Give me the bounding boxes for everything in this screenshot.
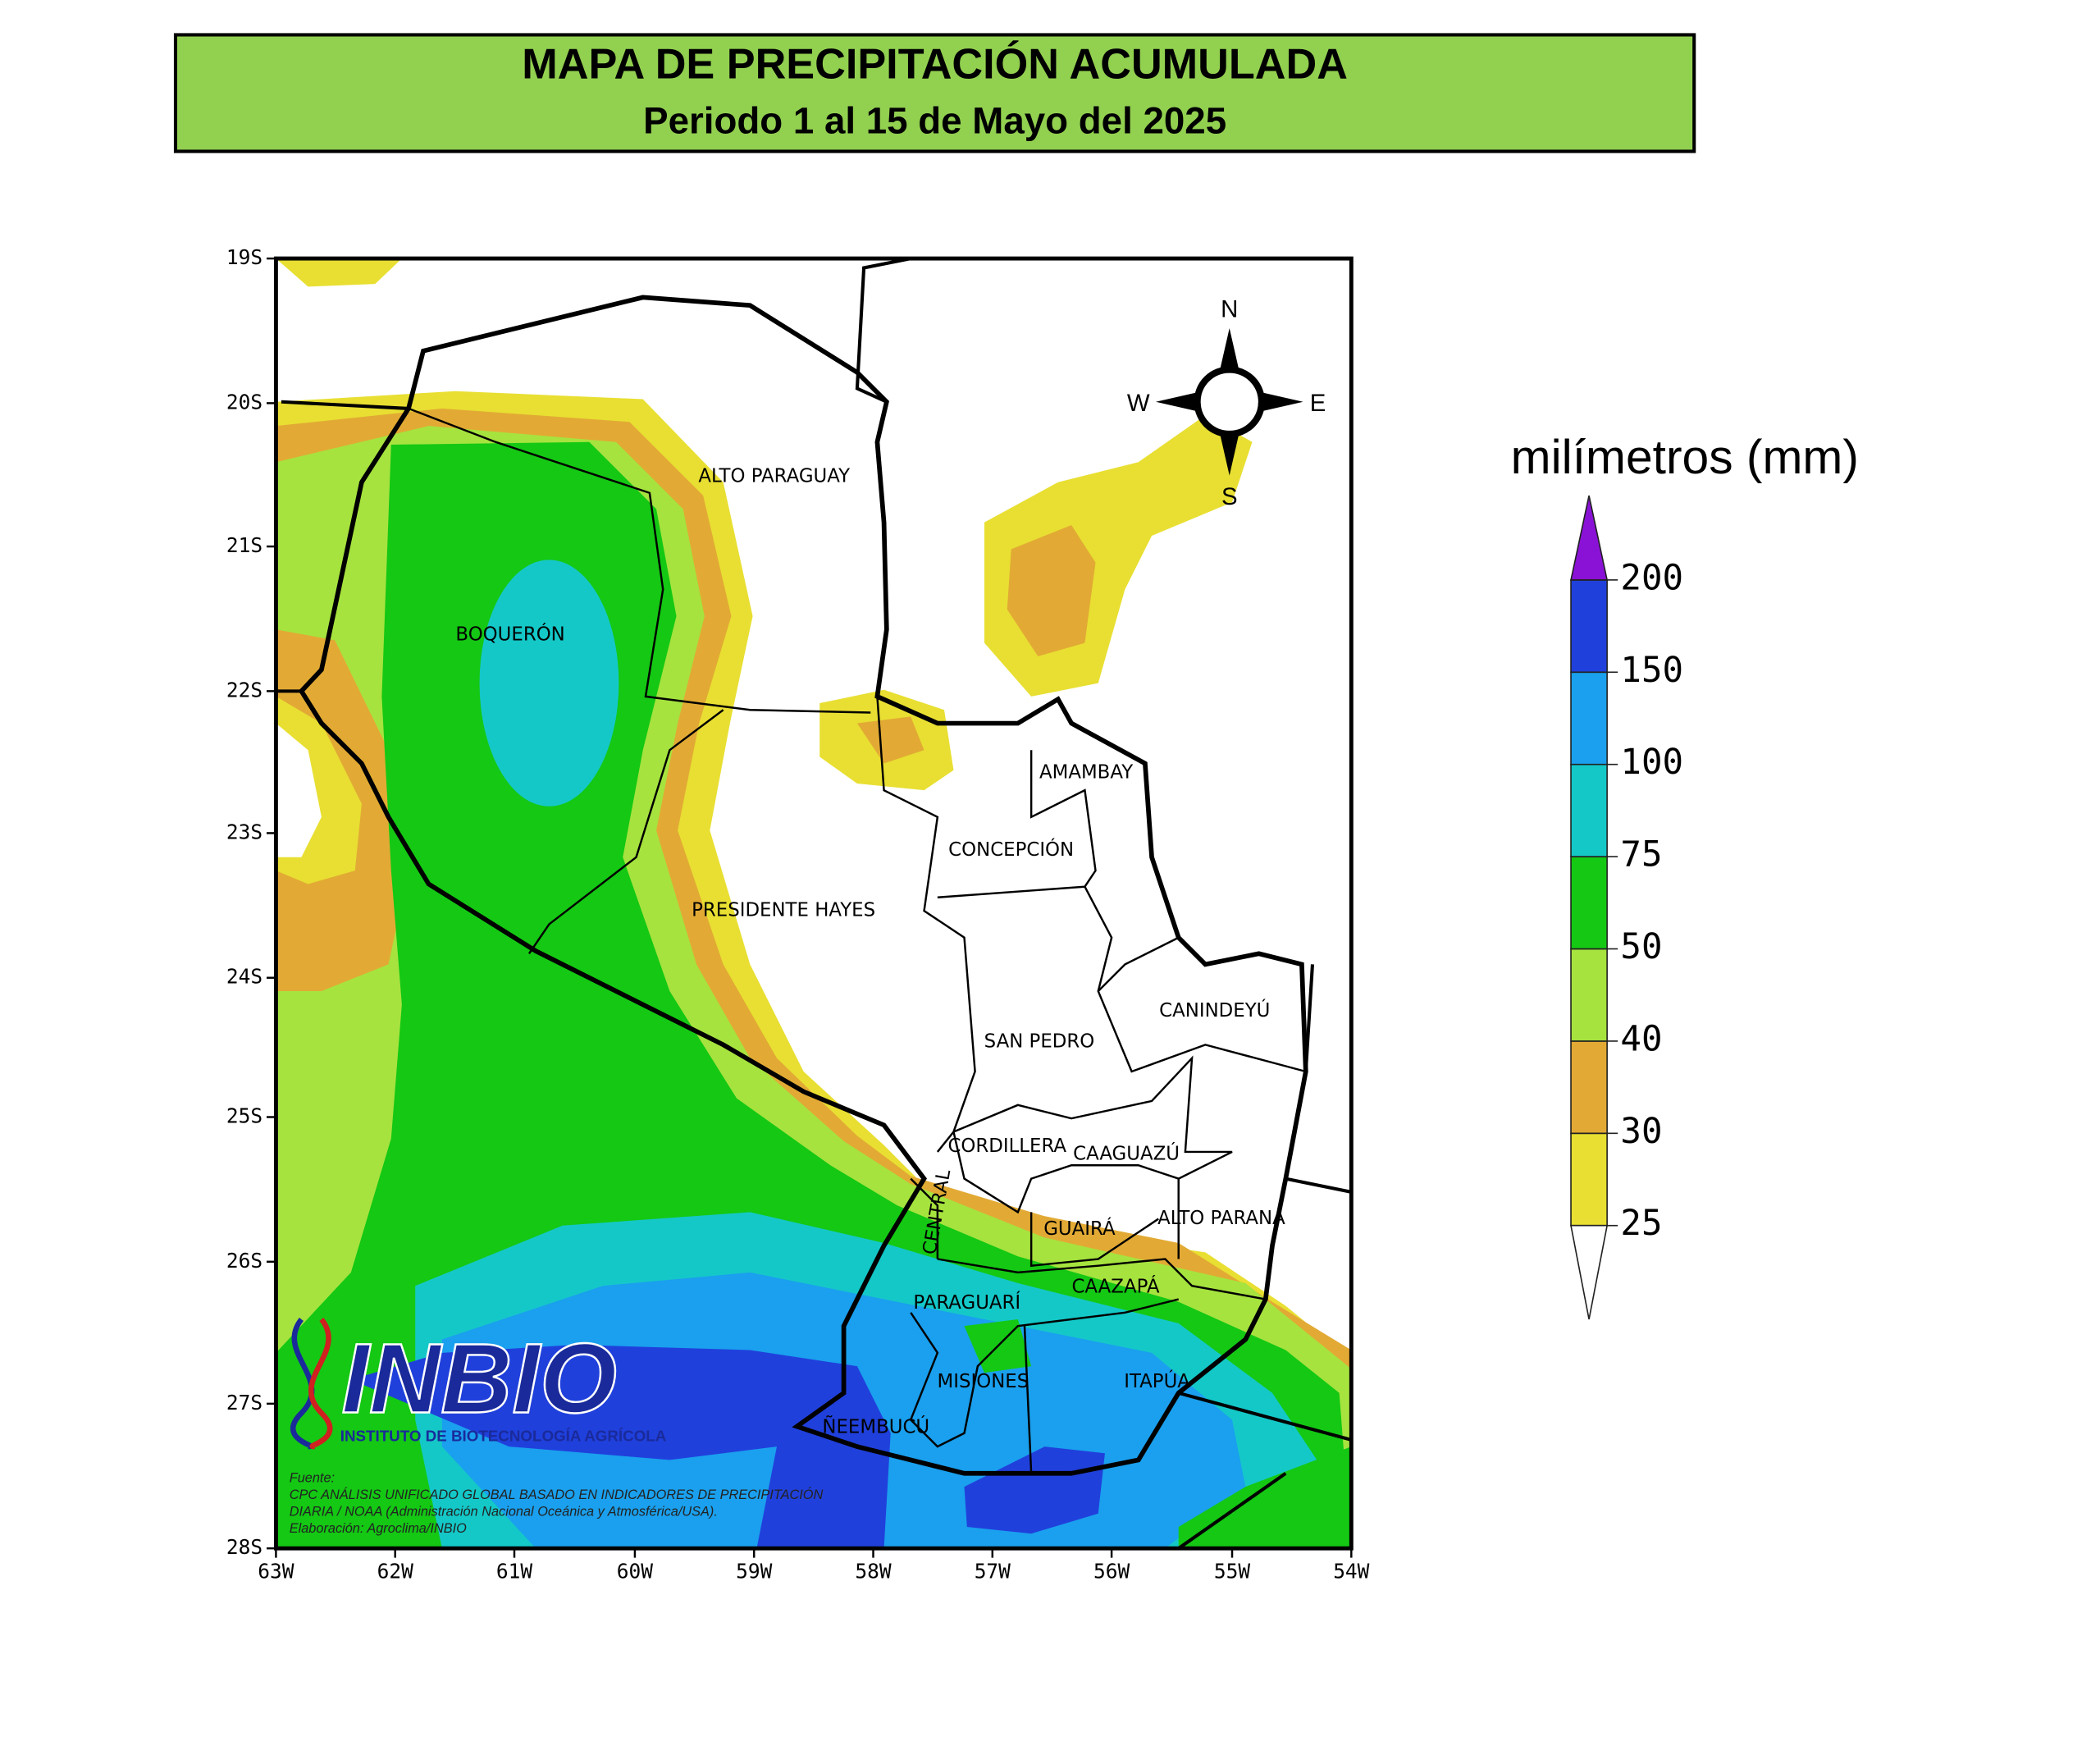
region-label: GUAIRÁ <box>1043 1217 1116 1240</box>
region-label: MISIONES <box>938 1371 1029 1392</box>
lat-tick-label: 27S <box>226 1391 262 1414</box>
region-label: PARAGUARÍ <box>913 1291 1020 1314</box>
logo-helix <box>308 1317 333 1450</box>
lon-tick-label: 63W <box>258 1560 294 1583</box>
colorbar-label: 150 <box>1620 651 1683 691</box>
region-label: SAN PEDRO <box>984 1031 1095 1053</box>
lat-tick-label: 28S <box>226 1535 262 1559</box>
lat-tick-label: 22S <box>226 678 262 701</box>
lat-tick-label: 23S <box>226 820 262 843</box>
logo-name: INBIO <box>341 1323 617 1434</box>
title: MAPA DE PRECIPITACIÓN ACUMULADA <box>522 40 1348 88</box>
country-border <box>298 295 1308 1476</box>
source-line: Elaboración: Agroclima/INBIO <box>290 1521 467 1536</box>
colorbar-segment <box>1570 763 1608 857</box>
source-line: CPC ANÁLISIS UNIFICADO GLOBAL BASADO EN … <box>290 1487 824 1502</box>
lon-tick-label: 59W <box>736 1560 772 1583</box>
lat-tick-label: 19S <box>226 245 262 269</box>
colorbar-label: 100 <box>1620 743 1683 783</box>
lon-tick-label: 56W <box>1093 1560 1130 1583</box>
subtitle: Periodo 1 al 15 de Mayo del 2025 <box>643 99 1226 141</box>
colorbar-segment <box>1570 948 1608 1042</box>
logo-helix <box>290 1317 315 1450</box>
region-label: ITAPÚA <box>1124 1369 1190 1392</box>
lon-tick-label: 54W <box>1333 1560 1369 1583</box>
colorbar-label: 25 <box>1620 1204 1662 1244</box>
colorbar-segment <box>1570 579 1608 674</box>
neighbor-borders <box>276 257 1352 1550</box>
region-label: BOQUERÓN <box>455 622 564 645</box>
logo: INBIO INSTITUTO DE BIOTECNOLOGÍA AGRÍCOL… <box>290 1317 667 1450</box>
contour-150 <box>350 1345 1105 1549</box>
colorbar-label: 75 <box>1620 835 1662 875</box>
colorbar-over <box>1570 495 1609 581</box>
borders <box>276 257 1352 1550</box>
region-label: ALTO PARANÁ <box>1157 1206 1285 1229</box>
compass-west: W <box>1127 390 1150 417</box>
compass-arrows <box>1155 327 1303 476</box>
lon-tick-label: 55W <box>1214 1560 1250 1583</box>
lon-tick-label: 57W <box>975 1560 1011 1583</box>
colorbar-label: 200 <box>1620 558 1683 598</box>
region-label: AMAMBAY <box>1039 761 1133 783</box>
region-label: CONCEPCIÓN <box>948 838 1074 861</box>
region-label: ÑEEMBUCÚ <box>822 1415 929 1438</box>
legend-title: milímetros (mm) <box>1511 431 1859 484</box>
compass-south: S <box>1221 483 1238 510</box>
lon-tick-label: 62W <box>377 1560 413 1583</box>
colorbar-segment <box>1570 671 1608 765</box>
lat-tick-label: 20S <box>226 390 262 414</box>
colorbar-label: 40 <box>1620 1019 1662 1059</box>
contour-under <box>276 723 322 857</box>
colorbar-under <box>1570 1224 1609 1320</box>
colorbar-segment <box>1570 1040 1608 1135</box>
region-label: CAAZAPÁ <box>1071 1274 1159 1297</box>
colorbar-segment <box>1570 1132 1608 1227</box>
lat-tick-label: 21S <box>226 533 262 557</box>
compass: N S W E <box>1127 296 1326 511</box>
region-label: CANINDEYÚ <box>1159 999 1270 1021</box>
contour-75-east <box>964 1319 1352 1549</box>
compass-east: E <box>1310 390 1326 417</box>
title-box <box>173 33 1696 153</box>
compass-ring <box>1194 366 1266 438</box>
map-frame <box>273 256 1354 1551</box>
department-borders <box>408 407 1307 1474</box>
lon-tick-label: 60W <box>617 1560 653 1583</box>
lon-tick-label: 58W <box>855 1560 891 1583</box>
region-label: PRESIDENTE HAYES <box>692 900 875 921</box>
colorbar-segment <box>1570 856 1608 950</box>
colorbar-label: 50 <box>1620 927 1662 967</box>
lat-tick-label: 26S <box>226 1249 262 1273</box>
colorbar-label: 30 <box>1620 1112 1662 1152</box>
region-label: CORDILLERA <box>947 1136 1066 1157</box>
region-label: ALTO PARAGUAY <box>698 466 850 487</box>
source-line: DIARIA / NOAA (Administración Nacional O… <box>290 1504 718 1519</box>
region-label: CAAGUAZÚ <box>1073 1142 1180 1165</box>
logo-subtitle: INSTITUTO DE BIOTECNOLOGÍA AGRÍCOLA <box>340 1428 667 1445</box>
contour-75-north <box>479 560 619 807</box>
lon-tick-label: 61W <box>496 1560 532 1583</box>
source-line: Fuente: <box>290 1471 335 1486</box>
lat-tick-label: 25S <box>226 1104 262 1128</box>
lat-tick-label: 24S <box>226 965 262 989</box>
compass-north: N <box>1221 296 1238 323</box>
